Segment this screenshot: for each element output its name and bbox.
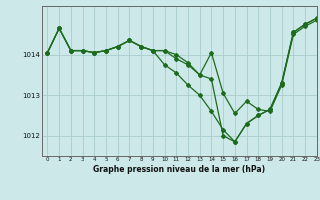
X-axis label: Graphe pression niveau de la mer (hPa): Graphe pression niveau de la mer (hPa) — [93, 165, 265, 174]
